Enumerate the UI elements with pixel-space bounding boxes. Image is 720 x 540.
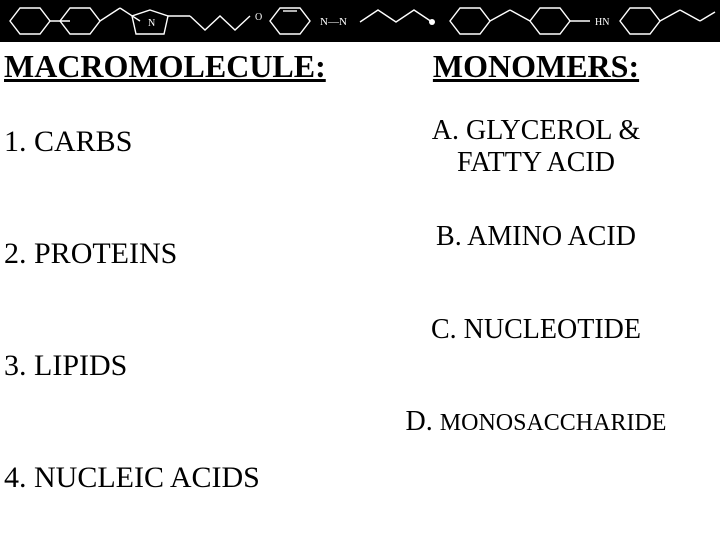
macro-item-1: 1. CARBS — [4, 125, 360, 159]
content-columns: MACROMOLECULE: 1. CARBS 2. PROTEINS 3. L… — [0, 42, 720, 540]
monomer-item-d: D. MONOSACCHARIDE — [360, 406, 712, 438]
macromolecule-column: MACROMOLECULE: 1. CARBS 2. PROTEINS 3. L… — [0, 42, 360, 540]
svg-text:N: N — [148, 18, 155, 29]
monomers-column: MONOMERS: A. GLYCEROL &FATTY ACID B. AMI… — [360, 42, 720, 540]
monomer-item-c: C. NUCLEOTIDE — [360, 314, 712, 346]
macro-item-3: 3. LIPIDS — [4, 349, 360, 383]
monomers-header: MONOMERS: — [360, 48, 712, 85]
chemistry-banner: N O N—N HN — [0, 0, 720, 42]
svg-text:HN: HN — [595, 17, 609, 28]
svg-text:N—N: N—N — [320, 16, 347, 28]
monomer-item-a: A. GLYCEROL &FATTY ACID — [360, 115, 712, 179]
macro-item-4: 4. NUCLEIC ACIDS — [4, 461, 360, 495]
monomer-item-b: B. AMINO ACID — [360, 221, 712, 253]
macro-item-2: 2. PROTEINS — [4, 237, 360, 271]
svg-text:O: O — [255, 12, 262, 23]
macromolecule-header: MACROMOLECULE: — [4, 48, 360, 85]
